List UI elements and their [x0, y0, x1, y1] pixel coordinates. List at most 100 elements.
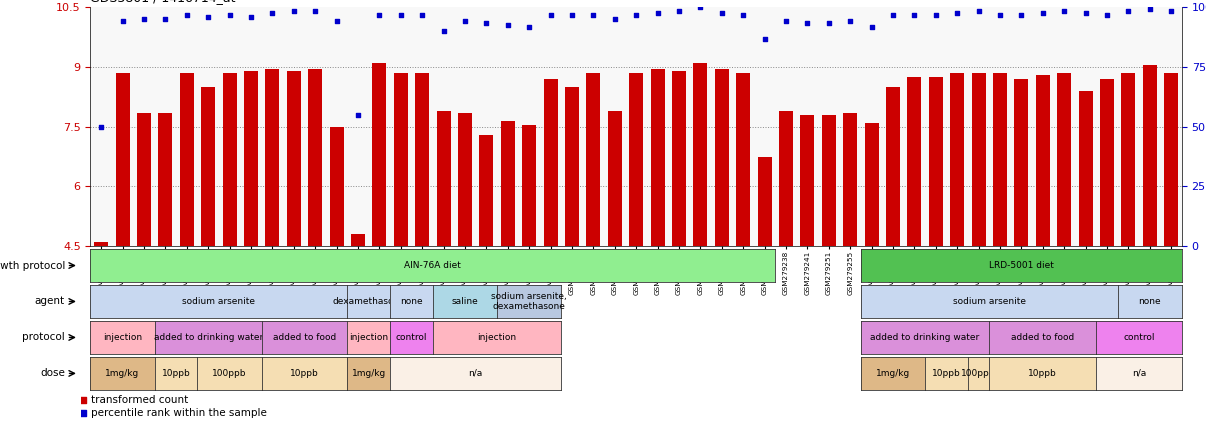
Bar: [265, 69, 280, 246]
Bar: [608, 111, 622, 246]
Bar: [865, 123, 878, 246]
Text: dose: dose: [40, 369, 65, 378]
Point: [1076, 9, 1095, 16]
Text: control: control: [396, 333, 427, 342]
Point: [948, 9, 967, 16]
Bar: [287, 71, 300, 246]
Bar: [1058, 72, 1071, 246]
Bar: [351, 234, 365, 246]
Text: 1mg/kg: 1mg/kg: [105, 369, 140, 378]
Point: [797, 19, 816, 26]
Point: [926, 11, 946, 18]
Text: injection: injection: [103, 333, 142, 342]
Point: [1161, 7, 1181, 14]
Bar: [650, 69, 665, 246]
Point: [241, 13, 260, 20]
Point: [349, 111, 368, 118]
Bar: [1078, 91, 1093, 246]
Point: [862, 23, 882, 30]
Text: 10ppb: 10ppb: [162, 369, 191, 378]
Point: [648, 9, 667, 16]
Bar: [522, 124, 537, 246]
Bar: [886, 87, 900, 246]
Point: [412, 11, 432, 18]
Bar: [907, 76, 921, 246]
Point: [219, 11, 239, 18]
Point: [74, 396, 93, 404]
Point: [74, 410, 93, 417]
Point: [456, 17, 475, 24]
Bar: [158, 113, 172, 246]
Bar: [544, 79, 557, 246]
Point: [584, 11, 603, 18]
Bar: [116, 72, 129, 246]
Bar: [500, 120, 515, 246]
Bar: [843, 113, 857, 246]
Bar: [821, 115, 836, 246]
Bar: [415, 72, 429, 246]
Bar: [94, 242, 109, 246]
Bar: [993, 72, 1007, 246]
Point: [92, 123, 111, 130]
Bar: [736, 72, 750, 246]
Point: [691, 3, 710, 10]
Bar: [950, 72, 964, 246]
Point: [990, 11, 1009, 18]
Point: [541, 11, 561, 18]
Bar: [564, 87, 579, 246]
Point: [1012, 11, 1031, 18]
Point: [134, 15, 153, 22]
Point: [883, 11, 902, 18]
Text: added to food: added to food: [273, 333, 336, 342]
Point: [968, 7, 988, 14]
Bar: [201, 87, 215, 246]
Point: [285, 7, 304, 14]
Text: dexamethasone: dexamethasone: [332, 297, 405, 306]
Text: growth protocol: growth protocol: [0, 261, 65, 270]
Point: [1054, 7, 1073, 14]
Bar: [630, 72, 643, 246]
Point: [391, 11, 410, 18]
Text: none: none: [1138, 297, 1161, 306]
Text: 100ppb: 100ppb: [961, 369, 996, 378]
Bar: [394, 72, 408, 246]
Text: sodium arsenite: sodium arsenite: [182, 297, 256, 306]
Point: [327, 17, 346, 24]
Bar: [244, 71, 258, 246]
Text: 1mg/kg: 1mg/kg: [876, 369, 911, 378]
Text: control: control: [1123, 333, 1155, 342]
Point: [199, 13, 218, 20]
Bar: [801, 115, 814, 246]
Text: injection: injection: [349, 333, 388, 342]
Bar: [458, 113, 472, 246]
Point: [370, 11, 390, 18]
Bar: [480, 135, 493, 246]
Text: none: none: [400, 297, 423, 306]
Text: n/a: n/a: [469, 369, 482, 378]
Bar: [329, 127, 344, 246]
Point: [1140, 5, 1159, 12]
Text: added to drinking water: added to drinking water: [871, 333, 979, 342]
Text: added to food: added to food: [1011, 333, 1075, 342]
Bar: [929, 76, 943, 246]
Bar: [373, 63, 386, 246]
Bar: [1014, 79, 1029, 246]
Point: [156, 15, 175, 22]
Bar: [586, 72, 601, 246]
Point: [1119, 7, 1138, 14]
Text: 10ppb: 10ppb: [1029, 369, 1058, 378]
Bar: [437, 111, 451, 246]
Point: [263, 9, 282, 16]
Bar: [1036, 75, 1049, 246]
Point: [627, 11, 646, 18]
Bar: [1122, 72, 1135, 246]
Bar: [779, 111, 792, 246]
Text: AIN-76A diet: AIN-76A diet: [404, 261, 462, 270]
Point: [669, 7, 689, 14]
Text: transformed count: transformed count: [92, 395, 188, 405]
Text: saline: saline: [451, 297, 479, 306]
Point: [113, 17, 133, 24]
Point: [605, 15, 625, 22]
Bar: [223, 72, 236, 246]
Bar: [672, 71, 686, 246]
